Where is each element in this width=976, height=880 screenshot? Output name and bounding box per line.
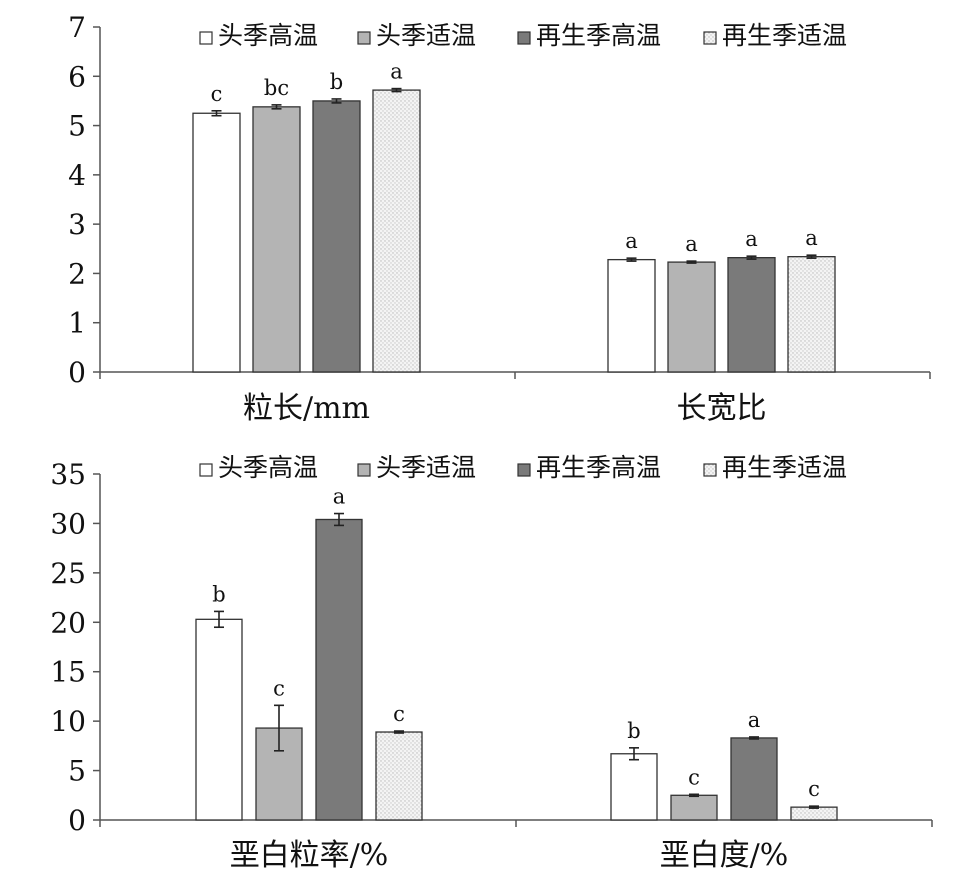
- significance-label: c: [211, 82, 223, 106]
- bar-2: [667, 261, 716, 373]
- y-tick-label: 4: [68, 159, 86, 192]
- legend-swatch: [199, 31, 213, 45]
- y-tick-label: 20: [50, 606, 86, 639]
- bar-3: [315, 518, 363, 821]
- legend-label: 再生季适温: [722, 453, 847, 482]
- significance-label: b: [330, 70, 343, 94]
- y-tick-label: 30: [50, 507, 86, 540]
- legend-label: 头季适温: [376, 453, 476, 482]
- bar-3: [730, 737, 778, 821]
- significance-label: a: [745, 227, 758, 251]
- legend-swatch: [703, 31, 717, 45]
- significance-label: c: [273, 676, 285, 700]
- significance-label: a: [805, 226, 818, 250]
- y-tick-label: 10: [50, 705, 86, 738]
- category-label: 垩白度/%: [660, 838, 789, 873]
- y-tick-label: 6: [68, 60, 86, 93]
- legend-swatch: [703, 463, 717, 477]
- significance-label: c: [808, 777, 820, 801]
- category-label: 长宽比: [677, 391, 767, 426]
- significance-label: a: [390, 60, 403, 84]
- significance-label: bc: [264, 76, 289, 100]
- significance-label: c: [393, 702, 405, 726]
- legend-label: 再生季高温: [536, 21, 661, 50]
- bar-2: [670, 794, 718, 821]
- bar-4: [375, 731, 423, 821]
- legend-swatch: [199, 463, 213, 477]
- y-tick-label: 15: [50, 656, 86, 689]
- legend-label: 再生季高温: [536, 453, 661, 482]
- significance-label: b: [627, 719, 640, 743]
- y-tick-label: 1: [68, 307, 86, 340]
- y-tick-label: 25: [50, 557, 86, 590]
- bar-2: [252, 106, 301, 373]
- y-tick-label: 0: [68, 356, 86, 389]
- bar-1: [607, 258, 656, 373]
- legend-swatch: [517, 463, 531, 477]
- significance-label: a: [685, 232, 698, 256]
- y-tick-label: 2: [68, 257, 86, 290]
- category-label: 垩白粒率/%: [230, 838, 389, 873]
- legend-label: 头季高温: [218, 21, 318, 50]
- legend-label: 头季适温: [376, 21, 476, 50]
- legend-label: 再生季适温: [722, 21, 847, 50]
- legend-label: 头季高温: [218, 453, 318, 482]
- legend-swatch: [357, 463, 371, 477]
- bar-4: [372, 89, 421, 373]
- y-tick-label: 3: [68, 208, 86, 241]
- significance-label: a: [333, 485, 346, 509]
- significance-label: a: [625, 229, 638, 253]
- bar-1: [610, 753, 658, 821]
- bar-3: [727, 257, 776, 373]
- category-label: 粒长/mm: [243, 391, 370, 426]
- y-tick-label: 0: [68, 804, 86, 837]
- bar-3: [312, 100, 361, 373]
- significance-label: a: [748, 708, 761, 732]
- legend-swatch: [357, 31, 371, 45]
- bar-1: [192, 112, 241, 373]
- bar-1: [195, 618, 243, 821]
- y-tick-label: 35: [50, 458, 86, 491]
- chart-panel-1: 0 1 2 3 4 5 6 7 粒长/mm 长宽比 c a bc a b a a a 头季高温 头季适温 再生季高温 再生…: [68, 11, 931, 426]
- bar-4: [787, 256, 836, 373]
- chart-panel-2: 0 5 10 15 20 25 30 35 垩白粒率/% 垩白度/% b b c c a a c c 头季高温 头季适…: [50, 453, 933, 873]
- y-tick-label: 5: [68, 755, 86, 788]
- y-tick-label: 5: [68, 110, 86, 143]
- significance-label: b: [212, 582, 225, 606]
- bar-4: [790, 806, 838, 821]
- significance-label: c: [688, 765, 700, 789]
- y-tick-label: 7: [68, 11, 86, 44]
- legend-swatch: [517, 31, 531, 45]
